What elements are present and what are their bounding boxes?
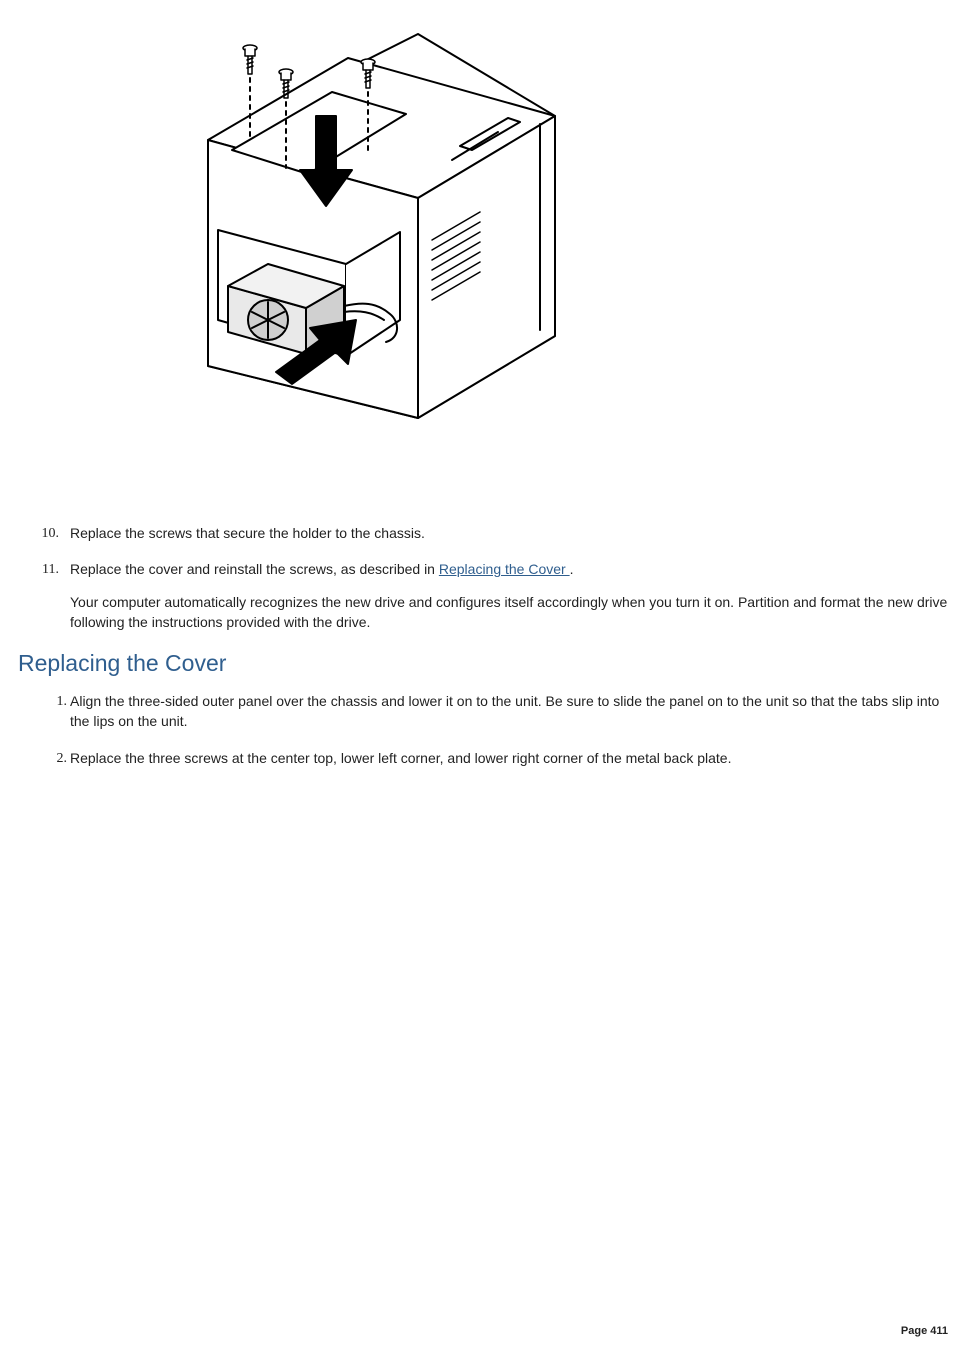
step-11: 11. Replace the cover and reinstall the …: [12, 559, 948, 632]
step-text: Replace the cover and reinstall the scre…: [70, 559, 948, 579]
step-text-after: .: [570, 561, 574, 577]
step-10: 10. Replace the screws that secure the h…: [12, 523, 948, 543]
step-text: Align the three-sided outer panel over t…: [70, 691, 948, 732]
step-number: 11.: [35, 560, 59, 580]
chassis-figure: [100, 20, 948, 471]
step-text: Replace the screws that secure the holde…: [70, 523, 948, 543]
step-number: 2.: [43, 749, 67, 769]
cover-step-1: 1. Align the three-sided outer panel ove…: [12, 691, 948, 732]
step-text: Replace the three screws at the center t…: [70, 748, 948, 768]
replacing-the-cover-link[interactable]: Replacing the Cover: [439, 561, 570, 577]
step-number: 10.: [35, 524, 59, 544]
chassis-illustration: [100, 20, 570, 468]
steps-list-cover: 1. Align the three-sided outer panel ove…: [12, 691, 948, 768]
steps-list-continued: 10. Replace the screws that secure the h…: [12, 523, 948, 632]
step-followup: Your computer automatically recognizes t…: [70, 592, 948, 633]
cover-step-2: 2. Replace the three screws at the cente…: [12, 748, 948, 768]
step-number: 1.: [43, 692, 67, 712]
section-heading-replacing-cover: Replacing the Cover: [18, 650, 948, 677]
step-text-before: Replace the cover and reinstall the scre…: [70, 561, 439, 577]
page-number: Page 411: [901, 1325, 948, 1337]
